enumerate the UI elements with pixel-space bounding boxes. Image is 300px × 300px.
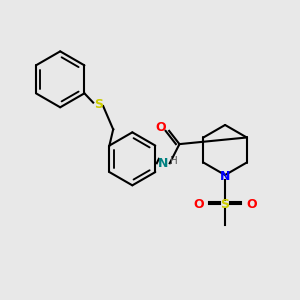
Text: N: N	[220, 170, 230, 183]
Text: O: O	[246, 198, 257, 211]
Text: O: O	[193, 198, 204, 211]
Text: S: S	[220, 198, 230, 211]
Text: S: S	[94, 98, 103, 111]
Text: O: O	[156, 121, 166, 134]
Text: N: N	[158, 157, 168, 170]
Text: H: H	[170, 156, 178, 166]
